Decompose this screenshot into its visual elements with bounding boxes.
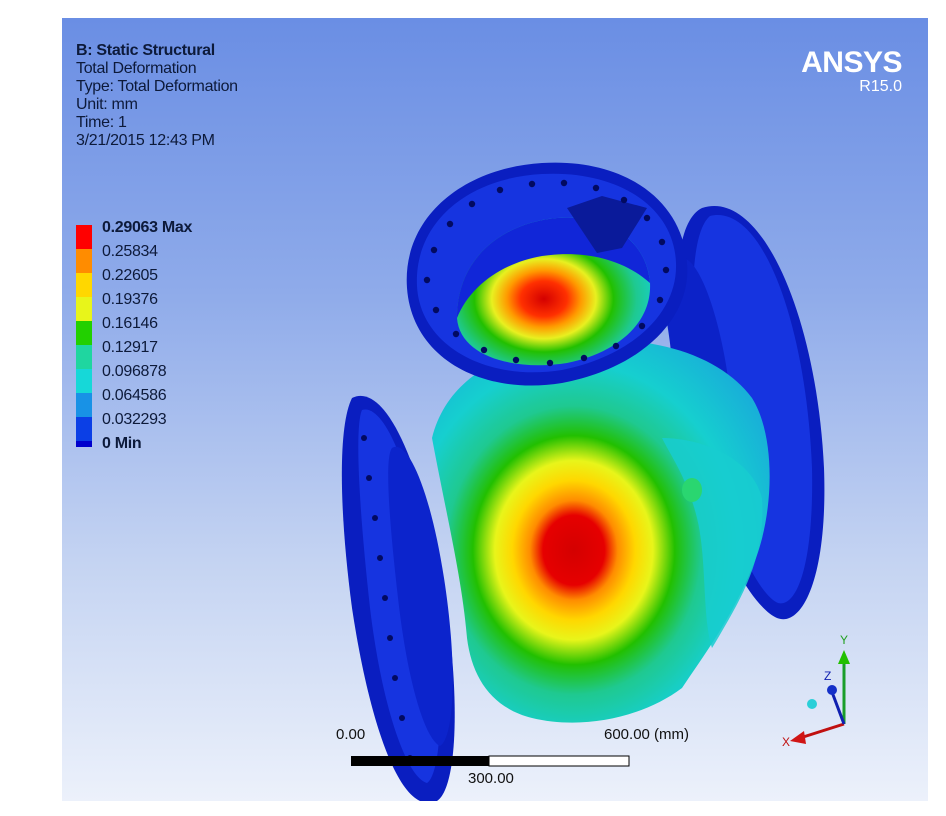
result-type: Type: Total Deformation — [76, 78, 238, 95]
coordinate-triad[interactable]: Y Z X — [782, 628, 882, 748]
legend-label: 0.12917 — [102, 339, 158, 356]
legend-swatch — [76, 297, 92, 321]
graphics-viewport[interactable]: B: Static Structural Total Deformation T… — [62, 18, 928, 801]
scale-right-label: 600.00 (mm) — [604, 726, 690, 743]
result-name: Total Deformation — [76, 60, 197, 77]
legend-swatch — [76, 417, 92, 441]
legend-swatch — [76, 369, 92, 393]
left-flange — [341, 395, 455, 801]
result-timestamp: 3/21/2015 12:43 PM — [76, 132, 215, 149]
legend-label: 0.16146 — [102, 315, 158, 332]
legend-swatch — [76, 225, 92, 249]
scale-bar-graphic — [351, 755, 630, 767]
legend-swatch — [76, 273, 92, 297]
legend-label: 0.25834 — [102, 243, 158, 260]
legend-label: 0.19376 — [102, 291, 158, 308]
ansys-logo: ANSYS R15.0 — [801, 48, 902, 96]
triad-z-label: Z — [824, 669, 831, 683]
legend-label: 0.29063 Max — [102, 219, 193, 236]
legend-label: 0.22605 — [102, 267, 158, 284]
legend-swatch — [76, 441, 92, 447]
legend-label: 0.096878 — [102, 363, 167, 380]
triad-y-label: Y — [840, 633, 848, 647]
top-flange — [406, 162, 688, 386]
result-time: Time: 1 — [76, 114, 127, 131]
valve-body — [432, 339, 770, 723]
analysis-title: B: Static Structural — [76, 42, 215, 59]
result-unit: Unit: mm — [76, 96, 138, 113]
legend-label: 0 Min — [102, 435, 142, 452]
scale-left-label: 0.00 — [336, 726, 366, 743]
legend-label: 0.032293 — [102, 411, 167, 428]
brand-version: R15.0 — [859, 78, 902, 95]
legend-swatch — [76, 345, 92, 369]
scale-mid-label: 300.00 — [468, 770, 514, 787]
valve-body-model[interactable] — [62, 18, 928, 801]
legend-swatch — [76, 321, 92, 345]
legend-label: 0.064586 — [102, 387, 167, 404]
result-info: B: Static Structural Total Deformation T… — [76, 42, 238, 150]
brand-name: ANSYS — [801, 46, 902, 79]
legend-swatch — [76, 393, 92, 417]
legend-swatch — [76, 249, 92, 273]
triad-x-label: X — [782, 735, 790, 748]
